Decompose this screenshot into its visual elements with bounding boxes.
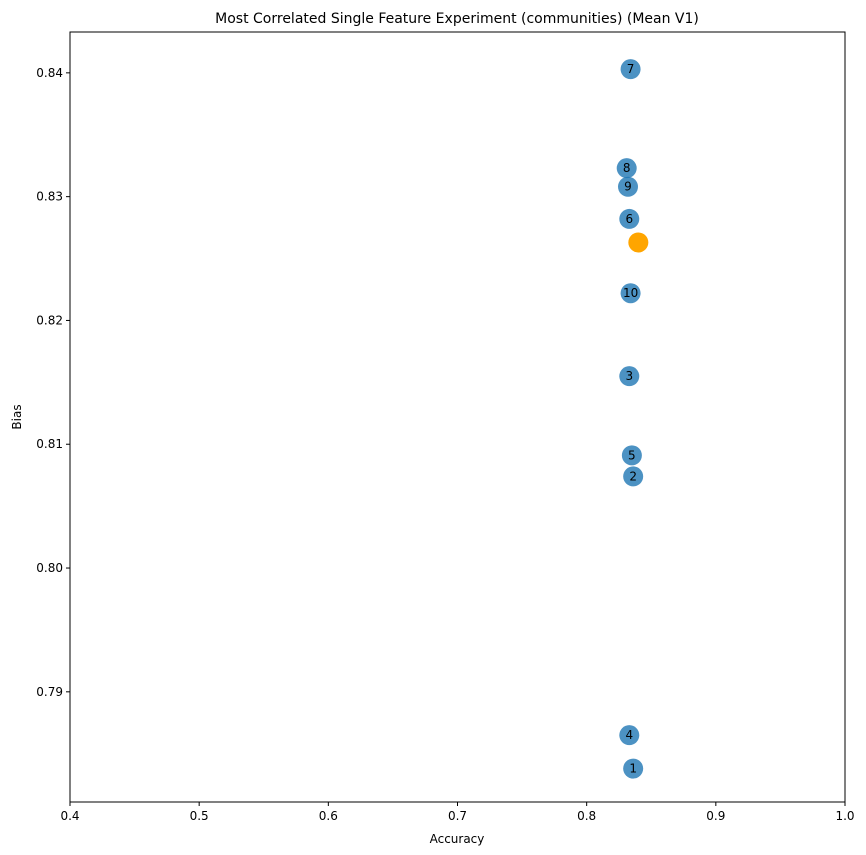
x-tick-label: 0.8 bbox=[577, 809, 596, 823]
data-point bbox=[616, 158, 637, 179]
point-label: 3 bbox=[625, 369, 633, 383]
data-point bbox=[623, 466, 644, 487]
point-label: 2 bbox=[629, 469, 637, 483]
y-tick-label: 0.81 bbox=[36, 437, 63, 451]
point-label: 1 bbox=[629, 762, 637, 776]
y-tick-label: 0.82 bbox=[36, 313, 63, 327]
plot-area: 7 8 9 6 10 3 5 2 4 1 bbox=[616, 59, 649, 779]
data-point bbox=[621, 445, 642, 466]
data-point bbox=[620, 59, 641, 80]
y-tick-label: 0.83 bbox=[36, 190, 63, 204]
point-label: 4 bbox=[625, 728, 633, 742]
y-axis: 0.79 0.80 0.81 0.82 0.83 0.84 bbox=[36, 66, 70, 699]
chart-title: Most Correlated Single Feature Experimen… bbox=[215, 11, 699, 27]
y-tick-label: 0.80 bbox=[36, 561, 63, 575]
point-label: 8 bbox=[623, 161, 631, 175]
x-tick-label: 0.5 bbox=[190, 809, 209, 823]
point-label: 9 bbox=[624, 180, 632, 194]
data-point bbox=[619, 208, 640, 229]
point-label: 10 bbox=[623, 286, 638, 300]
y-tick-label: 0.79 bbox=[36, 685, 63, 699]
plot-frame bbox=[69, 31, 846, 803]
x-tick-label: 0.9 bbox=[706, 809, 725, 823]
data-point bbox=[623, 758, 644, 779]
x-axis: 0.4 0.5 0.6 0.7 0.8 0.9 1.0 bbox=[60, 802, 855, 823]
data-point bbox=[618, 176, 638, 197]
y-axis-label: Bias bbox=[10, 404, 24, 429]
data-point bbox=[620, 283, 641, 304]
y-tick-label: 0.84 bbox=[36, 66, 63, 80]
x-axis-label: Accuracy bbox=[430, 832, 485, 846]
x-tick-label: 0.6 bbox=[319, 809, 338, 823]
point-label: 5 bbox=[628, 448, 636, 462]
data-point bbox=[619, 725, 640, 746]
x-tick-label: 0.7 bbox=[448, 809, 467, 823]
x-tick-label: 0.4 bbox=[60, 809, 79, 823]
data-point bbox=[619, 366, 640, 387]
point-label: 7 bbox=[627, 62, 635, 76]
highlight-point bbox=[628, 232, 649, 253]
point-label: 6 bbox=[625, 212, 633, 226]
x-tick-label: 1.0 bbox=[835, 809, 854, 823]
